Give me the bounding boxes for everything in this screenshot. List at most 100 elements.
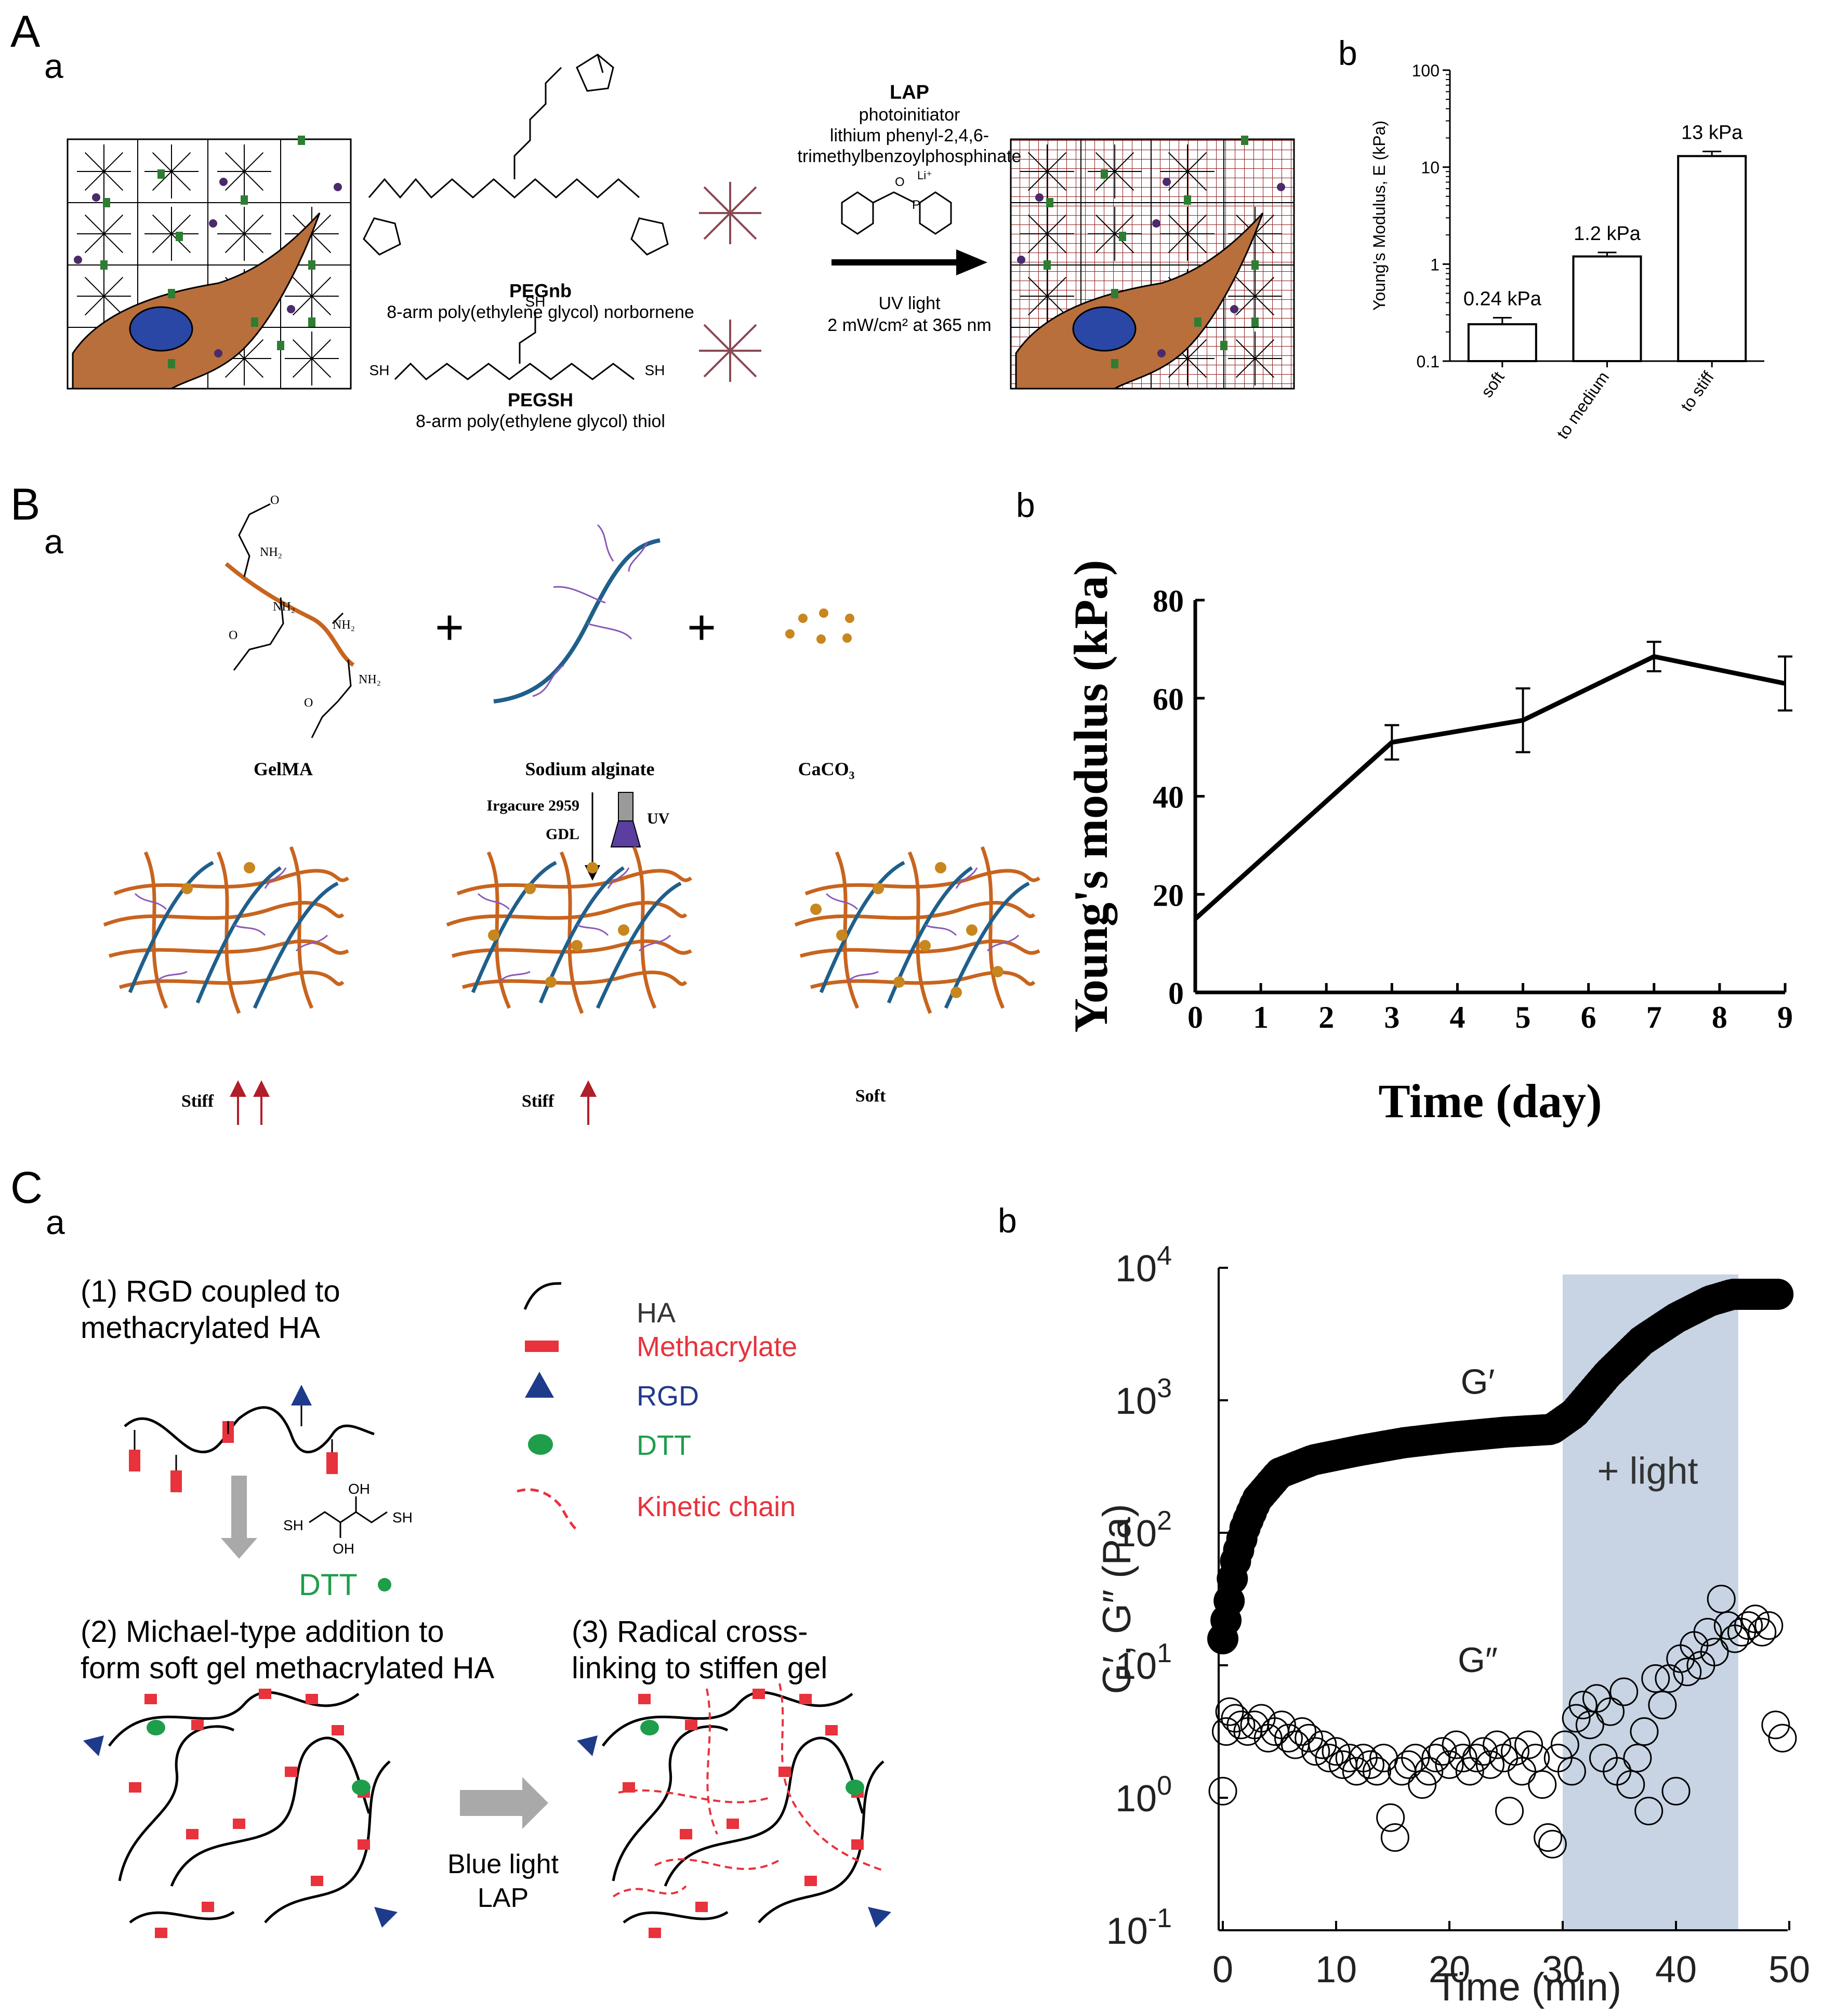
x-tick-label: 3 [1384, 1000, 1400, 1034]
g-double-prime-point [1596, 1697, 1625, 1726]
x-tick-label: 0 [1187, 1000, 1203, 1034]
peptide-green-mark [176, 232, 183, 241]
pegnb-structure [363, 54, 669, 256]
peptide-green-mark [100, 260, 108, 270]
peptide-green-mark [1046, 198, 1053, 207]
caco3-particle [935, 862, 946, 873]
soft-ha-network [83, 1689, 398, 1938]
data-point [1195, 918, 1196, 920]
ha-chain [623, 1911, 729, 1924]
gelma-nh2-4: NH₂ [359, 673, 381, 686]
line-chart-Bb: 0 1 2 3 4 5 6 7 8 9 0 20 40 60 80 Time (day) Young's mod… [1064, 560, 1793, 1128]
x-tick-label: to stiff [1677, 368, 1718, 415]
g-double-prime-point [1568, 1691, 1598, 1719]
rgd-peptide [83, 1735, 104, 1756]
alginate-side-chain [295, 934, 328, 952]
ha-chain [118, 1725, 235, 1881]
g-double-prime-point [1376, 1803, 1405, 1832]
methacrylate-group [358, 1839, 370, 1850]
data-point [1391, 741, 1393, 743]
cell-shape [72, 212, 321, 390]
legend-kinetic-symbol [517, 1488, 578, 1531]
crosslink-star-line [84, 214, 124, 254]
alginate-side-chain [825, 893, 859, 910]
caco3-particle [587, 862, 598, 873]
methacrylate-group [799, 1694, 812, 1704]
alginate-strand [128, 860, 214, 993]
methacrylate-group [332, 1725, 344, 1735]
g-double-prime-point [1538, 1829, 1567, 1859]
alginate-side-chain [233, 924, 266, 936]
methacrylate-group [311, 1876, 323, 1886]
ligand-purple-dot [1152, 219, 1160, 228]
dtt-sh-left: SH [283, 1517, 303, 1533]
alginate-side-chain [134, 893, 167, 910]
uv-line2: 2 mW/cm² at 365 nm [827, 315, 992, 335]
methacrylate-group [685, 1720, 697, 1730]
gelma-strand [289, 846, 314, 1009]
g-double-prime-point [1550, 1730, 1579, 1759]
g-double-prime-point [1355, 1750, 1384, 1779]
alginate-side-chain [477, 893, 510, 910]
crosslink-star-line [225, 339, 264, 378]
crosslink-star-line [1168, 214, 1207, 254]
g-double-prime-point [1514, 1730, 1543, 1759]
peptide-green-mark [251, 317, 258, 327]
legend-rgd: RGD [637, 1381, 699, 1412]
lap-line3: trimethylbenzoylphosphinate [798, 147, 1022, 166]
legend-C: HA Methacrylate RGD DTT Kinetic chain [517, 1282, 797, 1531]
step2-line2: form soft gel methacrylated HA [81, 1651, 495, 1685]
ligand-purple-dot [209, 219, 217, 228]
gelma-nh2-2: NH₂ [273, 600, 295, 614]
legend-methacrylate: Methacrylate [637, 1331, 797, 1362]
dtt-dot [378, 1578, 391, 1591]
alginate-strand [944, 881, 1030, 1009]
g-prime-label: G′ [1461, 1362, 1495, 1401]
g-double-prime-point [1308, 1730, 1337, 1759]
data-point [1522, 720, 1524, 721]
peptide-green-mark [241, 195, 248, 205]
bar-chart-Ab: 0.1 1 10 100 0.24 kPa soft 1.2 kPa to medium 13 … [1370, 61, 1764, 442]
alginate-side-chain [498, 971, 531, 983]
crosslink-star-line [1027, 152, 1067, 191]
crosslink-star-line [1095, 214, 1134, 254]
x-axis-label: Time (day) [1378, 1075, 1602, 1128]
alginate-side-chain [264, 867, 287, 889]
x-tick-label: 1 [1253, 1000, 1269, 1034]
peptide-green-mark [298, 136, 305, 145]
g-double-prime-point [1335, 1744, 1364, 1772]
caco3-particle [181, 883, 193, 894]
cell-nucleus-stiff [1072, 306, 1137, 352]
kinetic-chain [618, 1789, 770, 1803]
peptide-green-mark [1251, 260, 1259, 270]
ha-chain [758, 1760, 885, 1924]
x-tick-label: 2 [1318, 1000, 1334, 1034]
ligand-purple-dot [1157, 349, 1166, 357]
caco3-particle [966, 924, 978, 936]
methacrylate-group [695, 1902, 708, 1912]
peptide-green-mark [308, 317, 315, 327]
g-double-prime-point [1495, 1797, 1524, 1825]
blue-light-arrow [460, 1777, 548, 1829]
caco3-particle [488, 930, 499, 941]
alginate-side-chain [986, 934, 1020, 952]
x-tick-label: 7 [1646, 1000, 1662, 1034]
g-double-prime-point [1623, 1744, 1652, 1772]
rgd-peptide [374, 1907, 398, 1928]
g-double-prime-point [1761, 1710, 1790, 1740]
blue-light-label: Blue light [447, 1849, 559, 1879]
pegsh-left-sh: SH [369, 362, 390, 378]
pegnb-name: PEGnb [509, 280, 572, 301]
caco3-particle [836, 930, 848, 941]
gelma-nh2-1: NH₂ [260, 546, 282, 559]
g-double-prime-point [1226, 1710, 1256, 1740]
legend-dtt: DTT [637, 1430, 691, 1461]
step2-line1: (2) Michael-type addition to [81, 1615, 444, 1649]
network-label-stiff-2: Stiff [181, 1092, 214, 1111]
x-tick-label: 30 [1542, 1949, 1583, 1991]
data-label: 0.24 kPa [1463, 288, 1542, 310]
legend-rgd-symbol [525, 1372, 554, 1398]
dtt-sh-right: SH [392, 1509, 413, 1526]
x-tick-label: 40 [1655, 1949, 1697, 1991]
g-double-prime-point [1408, 1770, 1437, 1799]
